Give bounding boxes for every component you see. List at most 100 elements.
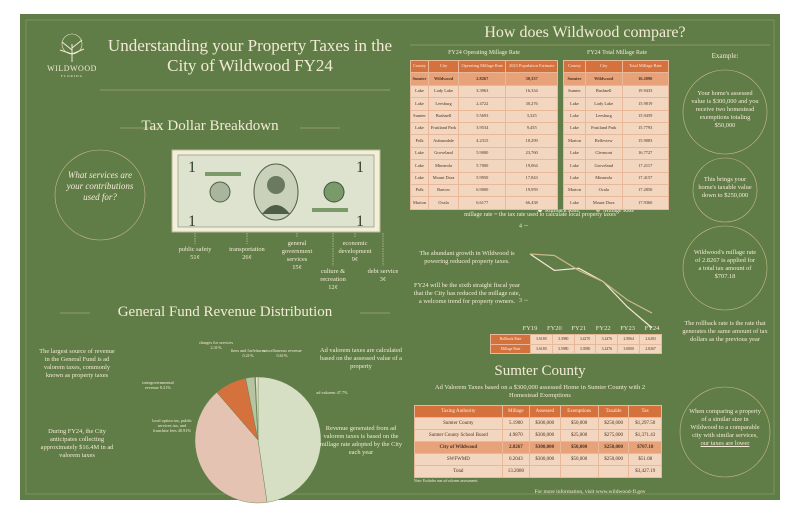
table-header: Exemptions [559,405,599,418]
table-cell: $250,000 [597,417,630,430]
table-row: Marion Ocala 17.2850 [563,184,670,198]
table-cell: 6.6177 [458,196,507,210]
table-row: Lake Groveland 5.9000 23,760 [410,146,558,161]
table-header: Total Millage Rate [621,59,670,74]
table-cell: 16.2090 [621,72,670,86]
data-table: Taxing Authority Millage Assessed Exemption… [414,405,662,478]
table-header: Tax [628,405,662,418]
table-header-row: County City Operating Millage Rate 2023 Pop… [410,59,558,74]
table-cell: Lake [563,97,586,111]
pie-label-name: charges for services [198,340,234,345]
table-row: Marion Belleview 15.9083 [563,134,670,148]
data-table: County City Total Millage Rate Sumter Wildwo… [563,59,670,210]
table-cell: Auburndale [427,134,460,148]
table-header-row: Taxing Authority Millage Assessed Exemption… [414,405,662,418]
table-cell: Belleview [584,134,623,148]
table-cell: 19,064 [505,159,558,173]
table-cell: Lake [410,122,429,136]
note: Ad valorem taxes are calculated based on… [320,347,402,370]
pie-label-value: 0.21% [242,353,254,359]
table-row: Sumter County 5.1900 $300,000 $50,000 $250,0… [414,417,662,430]
table-cell: Bartow [427,184,460,198]
table-cell: Wildwood [427,72,460,86]
trend-table: Rollback Rate 3.6180 3.3980 3.4270 3.2476 2.9… [490,334,662,354]
table-cell: Marion [410,196,429,210]
footnote: Note: Excludes non ad valorem assessment… [414,479,478,483]
table-row: Sumter County School Board 4.9870 $300,000… [414,429,662,442]
svg-text:1: 1 [356,213,364,230]
table-cell: 3.2476 [595,343,619,354]
table-cell: 2.8267 [639,343,662,354]
table-row: Marion Ocala 6.6177 66,438 [410,196,558,210]
table-cell: Bushnell [427,109,460,124]
table-cell: 3.5980 [551,343,575,354]
tax-item-label: debt service [367,268,399,275]
table-row: Lake Leesburg 2.4722 30,276 [410,97,558,111]
table-row: Total 13.2080 $3,427.19 [414,465,662,478]
table-row: Millage Rate 3.6180 3.5980 3.3980 3.2476 3.00… [490,343,662,354]
table-cell: Leesburg [427,97,460,111]
x-tick-label: FY21 [571,325,586,332]
table-cell: Lake [410,159,429,173]
table-cell: Marion [563,184,586,198]
table-cell: $3,427.19 [628,465,662,478]
dollar-bill: 1 1 1 1 [171,149,381,233]
table-row: Lake Groveland 17.2117 [563,159,670,173]
table-cell [559,465,599,478]
table-cell: SWFWMD [414,453,503,466]
example-step: Your home's assessed value is $300,000 a… [691,90,759,129]
table-cell: City of Wildwood [414,441,503,454]
table-cell: Sumter [410,109,429,124]
table-cell: Lake [410,84,429,99]
table-cell: 16.7727 [621,146,670,161]
table-cell: Mount Dora [427,171,460,186]
pie-slice [255,376,259,441]
table-cell: Groveland [427,146,460,161]
table-cell: Lake [563,109,586,124]
logo-name: WILDWOOD [47,64,97,73]
tax-item-label: public safety [178,246,212,253]
table-cell: $1,297.50 [628,417,662,430]
logo-icon [59,33,85,62]
table-cell: $50,000 [559,453,599,466]
table-cell: 19,959 [505,184,558,198]
table-cell: Sumter County [414,417,503,430]
table-row: Sumter Bushnell 19.9433 [563,84,670,99]
x-tick-label: FY23 [620,325,635,332]
pie-label: local option tax, public services tax, a… [150,418,194,433]
table-cell: Marion [563,134,586,148]
table-row: City of Wildwood 2.8267 $300,000 $50,000 $25… [414,441,662,454]
y-tick-label: 3 [519,298,522,304]
tax-item-label: general government services [281,240,313,263]
table-cell: 30,337 [505,72,558,86]
table-cell: 5.1900 [501,417,530,430]
table-row: Lake Mount Dora 17.9360 [563,196,670,210]
pie-slice [257,376,322,503]
table-cell: Minneola [427,159,460,173]
table-header: Millage [501,405,530,418]
question: What services are your contributions use… [66,170,134,202]
table-row: Lake Lady Lake 3.3963 16,334 [410,84,558,99]
tax-item-label: transportation [229,246,265,253]
table-cell: 3.3980 [573,343,597,354]
table-row: Lake Leesburg 15.9459 [563,109,670,124]
table-cell: Lake [563,146,586,161]
pie-label-value: 47.7% [336,390,348,395]
tax-item: transportation 26¢ [222,246,272,262]
example-text: When comparing a property of a similar s… [689,408,761,439]
table-cell: 3.0000 [617,343,641,354]
pie-label: intergovernmental revenue 8.21% [138,380,178,390]
table-cell: Ocala [584,184,623,198]
pie-label-value: 8.21% [159,385,171,391]
section-title: How does Wildwood compare? [484,24,686,41]
table-cell [597,465,630,478]
table-cell: Lake [410,97,429,111]
note: Revenue generated from ad valorem taxes … [319,425,403,456]
tax-item-label: economic development [338,240,372,255]
table-row: Lake Minneola 5.7000 19,064 [410,159,558,173]
table-cell: 6.9000 [458,184,507,198]
table-cell: Lake [410,171,429,186]
table-cell: 17.2850 [621,184,670,198]
line-series [529,253,653,314]
tax-item: culture & recreation 12¢ [308,268,358,292]
